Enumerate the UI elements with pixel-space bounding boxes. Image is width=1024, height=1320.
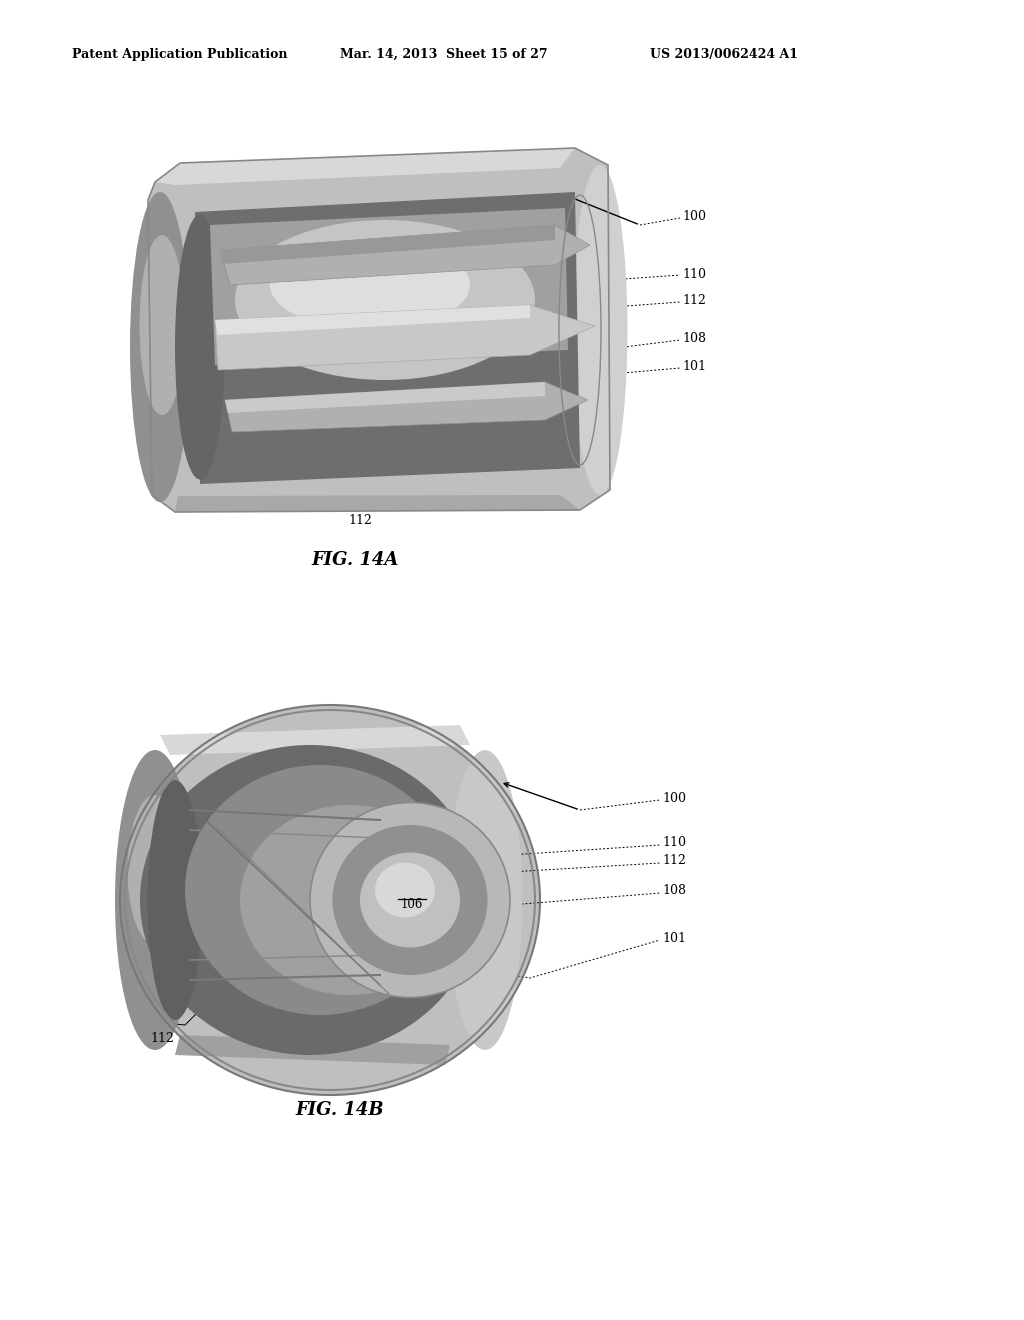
Ellipse shape bbox=[447, 750, 522, 1049]
Text: 112: 112 bbox=[662, 854, 686, 867]
Text: 100: 100 bbox=[682, 210, 706, 223]
Polygon shape bbox=[195, 191, 580, 484]
Ellipse shape bbox=[240, 805, 460, 995]
Ellipse shape bbox=[375, 862, 435, 917]
Text: 100: 100 bbox=[662, 792, 686, 804]
Polygon shape bbox=[210, 209, 568, 366]
Polygon shape bbox=[160, 725, 470, 755]
Ellipse shape bbox=[128, 795, 182, 945]
Text: Mar. 14, 2013  Sheet 15 of 27: Mar. 14, 2013 Sheet 15 of 27 bbox=[340, 48, 548, 61]
Text: 108: 108 bbox=[682, 331, 706, 345]
Polygon shape bbox=[148, 148, 610, 512]
Polygon shape bbox=[220, 224, 590, 285]
Text: 101: 101 bbox=[662, 932, 686, 945]
Polygon shape bbox=[220, 224, 555, 264]
Polygon shape bbox=[225, 381, 545, 413]
Text: 112: 112 bbox=[150, 1031, 174, 1044]
Ellipse shape bbox=[310, 803, 510, 998]
Text: Patent Application Publication: Patent Application Publication bbox=[72, 48, 288, 61]
Text: 110: 110 bbox=[662, 837, 686, 850]
Polygon shape bbox=[215, 305, 530, 335]
Text: FIG. 14B: FIG. 14B bbox=[296, 1101, 384, 1119]
Ellipse shape bbox=[185, 766, 455, 1015]
Polygon shape bbox=[215, 305, 595, 370]
Text: FIG. 14A: FIG. 14A bbox=[311, 550, 398, 569]
Text: US 2013/0062424 A1: US 2013/0062424 A1 bbox=[650, 48, 798, 61]
Ellipse shape bbox=[572, 165, 628, 495]
Ellipse shape bbox=[234, 220, 535, 380]
Ellipse shape bbox=[147, 780, 203, 1020]
Ellipse shape bbox=[333, 825, 487, 975]
Ellipse shape bbox=[175, 214, 225, 479]
Ellipse shape bbox=[139, 235, 184, 414]
Ellipse shape bbox=[115, 750, 195, 1049]
Text: 112: 112 bbox=[348, 513, 372, 527]
Text: 110: 110 bbox=[682, 268, 706, 281]
Polygon shape bbox=[175, 495, 580, 512]
Ellipse shape bbox=[270, 240, 470, 330]
Polygon shape bbox=[225, 381, 588, 432]
Polygon shape bbox=[155, 148, 575, 185]
Text: 108: 108 bbox=[662, 884, 686, 898]
Polygon shape bbox=[175, 1035, 450, 1065]
Text: 112: 112 bbox=[682, 293, 706, 306]
Ellipse shape bbox=[360, 853, 460, 948]
Text: 106: 106 bbox=[530, 368, 554, 381]
Text: 101: 101 bbox=[682, 359, 706, 372]
Ellipse shape bbox=[120, 705, 540, 1096]
Text: 106: 106 bbox=[400, 899, 423, 912]
Ellipse shape bbox=[140, 744, 480, 1055]
Ellipse shape bbox=[130, 191, 190, 502]
